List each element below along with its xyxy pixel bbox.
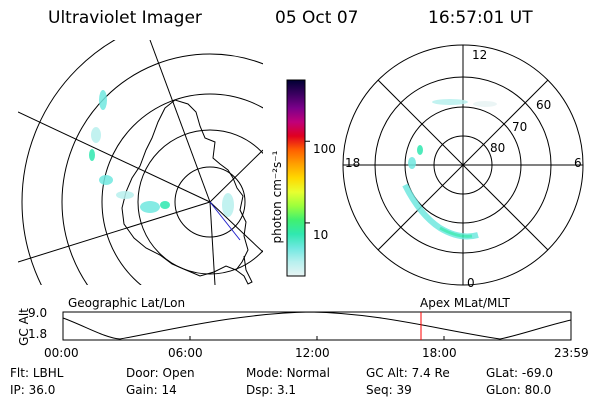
info-flt: Flt: LBHL: [10, 366, 63, 380]
info-seq-label: Seq:: [366, 383, 393, 397]
info-glon-label: GLon:: [486, 383, 521, 397]
latitude-circles: [21, 40, 263, 285]
mlt-lines: [343, 45, 583, 285]
altitude-xtick-1: 06:00: [168, 346, 203, 360]
aurora-geographic: [89, 90, 234, 217]
colorbar-tick-100: 100: [313, 142, 336, 156]
mlat-label-70: 70: [512, 120, 528, 134]
info-glat: GLat: -69.0: [486, 366, 553, 380]
info-dsp-value: 3.1: [276, 383, 297, 397]
altitude-xtick-3: 18:00: [422, 346, 457, 360]
info-gcalt-label: GC Alt:: [366, 366, 408, 380]
mlt-label-12: 12: [472, 48, 488, 62]
altitude-curve: [62, 311, 572, 340]
altitude-ytick-high: 9.0: [28, 306, 48, 320]
info-glat-value: -69.0: [521, 366, 553, 380]
altitude-ytick-low: 1.8: [28, 327, 48, 341]
info-gain: Gain: 14: [126, 383, 177, 397]
info-dsp: Dsp: 3.1: [246, 383, 296, 397]
info-door-label: Door:: [126, 366, 159, 380]
longitude-lines: [18, 40, 263, 285]
altitude-plot: [62, 311, 572, 341]
antarctica-outline: [121, 99, 249, 277]
altitude-xtick-2: 12:00: [295, 346, 330, 360]
terminator-line: [209, 201, 241, 241]
info-door: Door: Open: [126, 366, 195, 380]
info-gain-value: 14: [161, 383, 177, 397]
colorbar: [286, 79, 310, 277]
info-mode: Mode: Normal: [246, 366, 330, 380]
geographic-map: [18, 40, 263, 285]
info-flt-value: LBHL: [32, 366, 64, 380]
left-panel-label: Geographic Lat/Lon: [68, 296, 186, 310]
mlat-label-80: 80: [490, 141, 506, 155]
info-door-value: Open: [162, 366, 195, 380]
aurora-polar: [402, 99, 497, 240]
polar-map: [342, 44, 584, 286]
mlt-label-0: 0: [467, 276, 475, 290]
info-mode-label: Mode:: [246, 366, 283, 380]
colorbar-unit-label: photon cm⁻²s⁻¹: [270, 150, 284, 244]
colorbar-ticks: [305, 140, 310, 224]
info-glon: GLon: 80.0: [486, 383, 551, 397]
info-seq-value: 39: [396, 383, 412, 397]
peninsula-outline: [235, 255, 253, 285]
observation-time: 16:57:01 UT: [428, 8, 533, 28]
info-ip-value: 36.0: [28, 383, 56, 397]
observation-date: 05 Oct 07: [275, 8, 359, 28]
altitude-xtick-4: 23:59: [554, 346, 589, 360]
altitude-xtick-0: 00:00: [44, 346, 79, 360]
colorbar-tick-10: 10: [313, 228, 329, 242]
info-seq: Seq: 39: [366, 383, 412, 397]
info-gain-label: Gain:: [126, 383, 158, 397]
info-flt-label: Flt:: [10, 366, 29, 380]
altitude-xticks: [62, 336, 572, 340]
info-dsp-label: Dsp:: [246, 383, 274, 397]
info-glat-label: GLat:: [486, 366, 519, 380]
instrument-title: Ultraviolet Imager: [48, 8, 202, 28]
mlt-label-6: 6: [574, 156, 582, 170]
info-ip: IP: 36.0: [10, 383, 55, 397]
mlat-label-60: 60: [536, 98, 552, 112]
info-glon-value: 80.0: [524, 383, 552, 397]
right-panel-label: Apex MLat/MLT: [420, 296, 510, 310]
info-ip-label: IP:: [10, 383, 25, 397]
info-mode-value: Normal: [286, 366, 330, 380]
mlt-label-18: 18: [345, 156, 361, 170]
info-gcalt: GC Alt: 7.4 Re: [366, 366, 450, 380]
info-gcalt-value: 7.4 Re: [411, 366, 450, 380]
